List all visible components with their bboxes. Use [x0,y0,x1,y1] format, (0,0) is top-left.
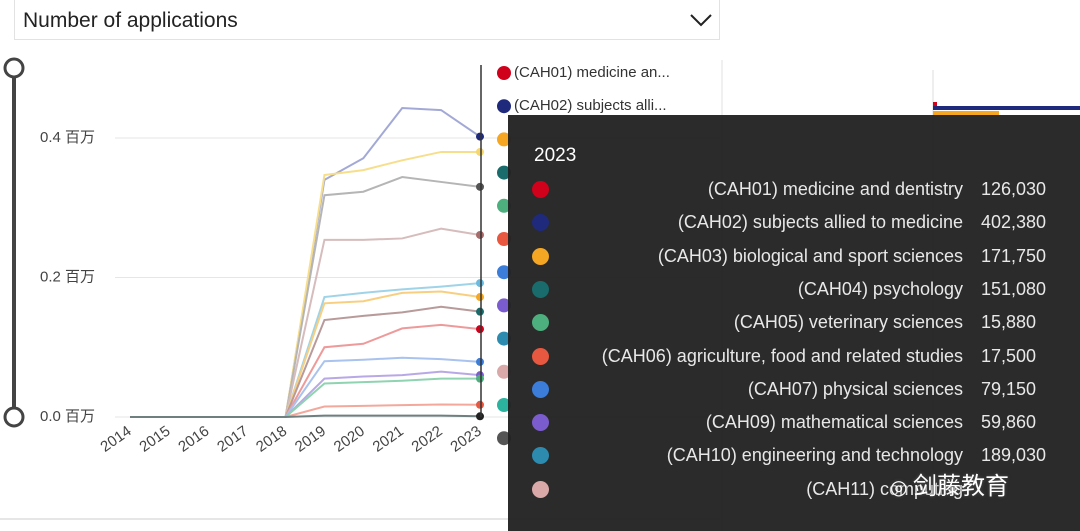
tooltip-value: 126,030 [981,179,1047,199]
tooltip-dot [532,214,549,232]
tooltip-row: (CAH07) physical sciences 79,150 [508,375,1080,405]
tooltip: 2023 (CAH01) medicine and dentistry 126,0… [508,115,1080,531]
hover-dot [476,357,484,366]
slider-handle[interactable] [3,57,25,79]
tooltip-name: (CAH04) psychology [797,278,963,299]
hover-dot [476,374,484,383]
hover-dot [476,307,484,316]
tooltip-row: (CAH10) engineering and technology 189,03… [508,441,1080,471]
legend-dot [497,398,511,412]
chevron [690,14,712,27]
legend-dot [497,99,511,114]
tooltip-row: (CAH04) psychology 151,080 [508,275,1080,305]
x-tick-label: 2019 [292,423,329,456]
legend-dot [497,331,511,346]
legend-label: (CAH01) medicine an... [514,64,670,81]
tooltip-dot [532,480,549,498]
x-tick-label: 2022 [409,423,446,456]
tooltip-value: 59,860 [981,412,1037,433]
hover-dot [476,325,484,334]
tooltip-value: 402,380 [981,212,1047,233]
watermark-text: 剑藤教育 [913,473,1010,500]
legend-dot [497,198,511,213]
x-tick-label: 2023 [447,423,484,456]
tooltip-dot [532,414,549,432]
tooltip-name: (CAH03) biological and sport sciences [657,245,963,266]
tooltip-row: (CAH03) biological and sport sciences 171… [508,242,1080,272]
tooltip-dot [532,314,549,332]
tooltip-row: (CAH02) subjects allied to medicine 402,3… [508,208,1080,238]
legend-dot [497,132,511,147]
x-tick-label: 2017 [214,423,251,456]
tooltip-value: 151,080 [981,278,1047,299]
tooltip-dot [532,347,549,365]
legend-dot [497,298,511,313]
tooltip-row: (CAH01) medicine and dentistry 126,030 [508,175,1080,205]
tooltip-name: (CAH10) engineering and technology [666,445,963,466]
watermark: ◎ 剑藤教育 [890,473,1010,500]
y-tick-label: 0.0 百万 [40,408,95,425]
tooltip-value: 17,500 [981,345,1037,366]
tooltip-row: (CAH06) agriculture, food and related st… [508,342,1080,372]
lines [130,106,481,418]
hover-dot [476,293,484,302]
x-tick-label: 2020 [331,423,368,456]
legend-label: (CAH02) subjects alli... [514,97,667,114]
tooltip-dot [532,247,549,265]
tooltip-value: 189,030 [981,445,1047,466]
bg-bar [933,111,999,115]
tooltip-name: (CAH06) agriculture, food and related st… [601,345,963,366]
legend-dot [497,265,511,280]
tooltip-value: 15,880 [981,312,1037,333]
legend-dot [497,364,511,379]
tooltip-name: (CAH01) medicine and dentistry [707,179,963,199]
tooltip-row: (CAH11) computing [508,475,1080,505]
legend-dot [497,431,511,446]
tooltip-name: (CAH09) mathematical sciences [705,412,963,433]
tooltip-dot [532,447,549,465]
hover-dot [476,147,484,156]
series-line [130,414,481,418]
x-tick-label: 2014 [97,423,134,456]
tooltip-name: (CAH05) veterinary sciences [733,312,963,333]
hover-dot [476,132,484,141]
hover-dot [476,230,484,239]
tooltip-name: (CAH11) computing [806,478,963,499]
slider-handle[interactable] [3,406,25,428]
y-tick-label: 0.2 百万 [40,268,95,285]
bg-bar [933,106,1080,110]
hover-dot [476,412,484,421]
tooltip-name: (CAH02) subjects allied to medicine [677,212,963,233]
x-tick-label: 2015 [136,423,173,456]
x-tick-label: 2018 [253,423,290,456]
tooltip-dot [532,380,549,398]
legend-dot [497,66,511,80]
x-tick-label: 2016 [175,423,212,456]
legend-dot [497,232,511,246]
tooltip-value: 171,750 [981,245,1047,266]
bg-bar [933,102,937,108]
tooltip-title: 2023 [534,145,577,166]
hover-dot [476,400,484,409]
tooltip-row: (CAH05) veterinary sciences 15,880 [508,308,1080,338]
x-tick-label: 2021 [370,423,407,456]
tooltip-dot [532,181,549,198]
tooltip-value: 79,150 [981,378,1037,399]
hover-dot [476,182,484,191]
metric-dropdown[interactable]: Number of applications [14,0,720,40]
hover-dot [476,279,484,288]
series-line [130,150,480,418]
legend-dot [497,165,511,180]
tooltip-name: (CAH07) physical sciences [747,378,963,399]
y-tick-label: 0.4 百万 [40,129,95,146]
tooltip-row: (CAH09) mathematical sciences 59,860 [508,408,1080,438]
dropdown-label: Number of applications [23,9,238,32]
tooltip-dot [532,280,549,298]
